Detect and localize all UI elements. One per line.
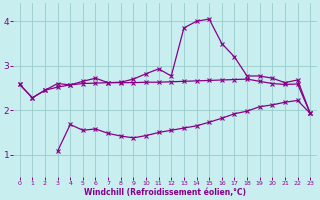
X-axis label: Windchill (Refroidissement éolien,°C): Windchill (Refroidissement éolien,°C)	[84, 188, 246, 197]
